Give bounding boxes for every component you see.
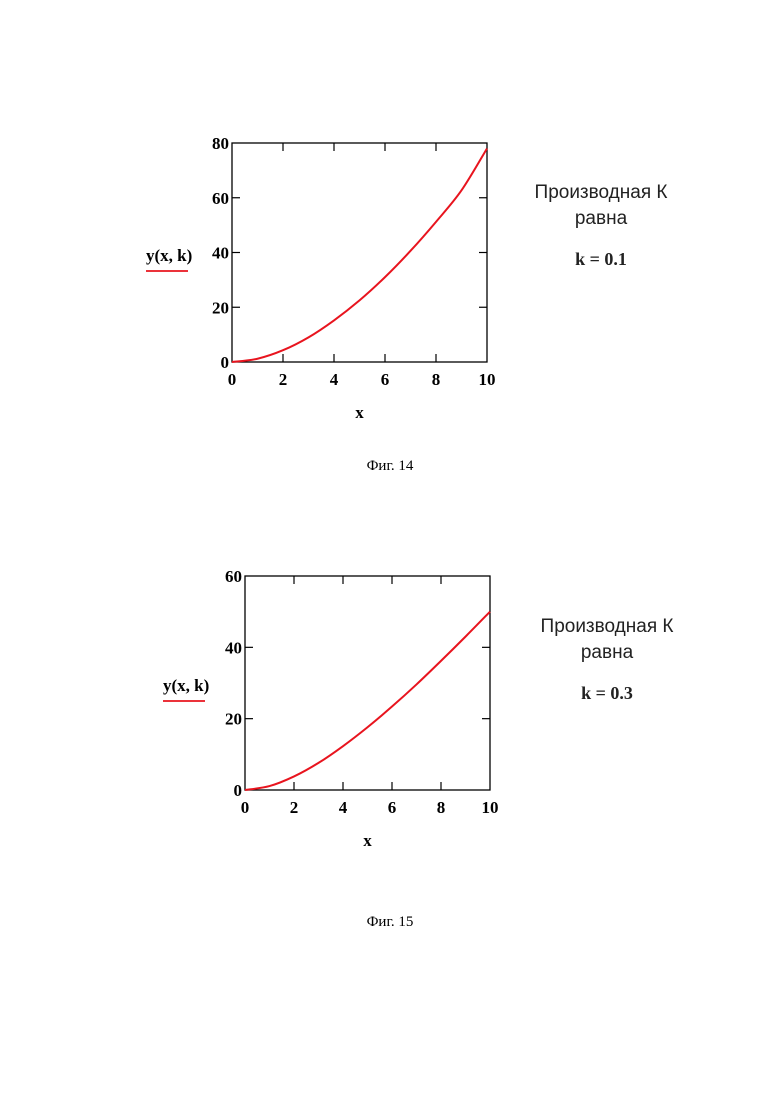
x-tick-label: 0	[228, 370, 237, 389]
annotation-line-2: равна	[518, 640, 696, 666]
y-tick-label: 80	[212, 134, 229, 153]
x-tick-label: 6	[381, 370, 390, 389]
x-tick-label: 2	[290, 798, 299, 817]
x-tick-label: 2	[279, 370, 288, 389]
y-tick-label: 20	[225, 710, 242, 729]
x-tick-label: 4	[330, 370, 339, 389]
annotation-line-1: Производная К	[512, 180, 690, 206]
figure-caption: Фиг. 15	[0, 914, 780, 931]
y-tick-label: 60	[225, 567, 242, 586]
x-tick-label: 10	[482, 798, 499, 817]
y-tick-label: 40	[225, 638, 242, 657]
x-tick-label: 6	[388, 798, 397, 817]
x-tick-label: 0	[241, 798, 250, 817]
x-tick-label: 10	[479, 370, 496, 389]
x-axis-label: x	[363, 831, 372, 850]
series-line	[232, 148, 487, 362]
plot-frame	[232, 143, 487, 362]
x-tick-label: 8	[432, 370, 441, 389]
y-axis-label: y(x, k)	[146, 246, 192, 265]
x-tick-label: 4	[339, 798, 348, 817]
derivative-annotation: Производная К равна k = 0.1	[512, 180, 690, 272]
annotation-equation: k = 0.3	[518, 680, 696, 706]
y-axis-label: y(x, k)	[163, 676, 209, 695]
chart-15: 0 2 4 6 8 10 0 20 40 60 y(x, k) x	[0, 540, 780, 960]
y-tick-label: 0	[234, 781, 243, 800]
x-tick-label: 8	[437, 798, 446, 817]
figure-14: 0 2 4 6 8 10 0 20 40 60 80 y(x, k) x Производная К р…	[0, 0, 780, 500]
x-axis-label: x	[355, 403, 364, 422]
y-tick-label: 40	[212, 244, 229, 263]
annotation-equation: k = 0.1	[512, 246, 690, 272]
y-tick-label: 60	[212, 189, 229, 208]
annotation-line-1: Производная К	[518, 614, 696, 640]
derivative-annotation: Производная К равна k = 0.3	[518, 614, 696, 706]
plot-frame	[245, 576, 490, 790]
y-tick-label: 20	[212, 298, 229, 317]
figure-15: 0 2 4 6 8 10 0 20 40 60 y(x, k) x Производная К рав…	[0, 540, 780, 960]
figure-caption: Фиг. 14	[0, 458, 780, 475]
y-tick-label: 0	[221, 353, 230, 372]
annotation-line-2: равна	[512, 206, 690, 232]
series-line	[245, 612, 490, 790]
